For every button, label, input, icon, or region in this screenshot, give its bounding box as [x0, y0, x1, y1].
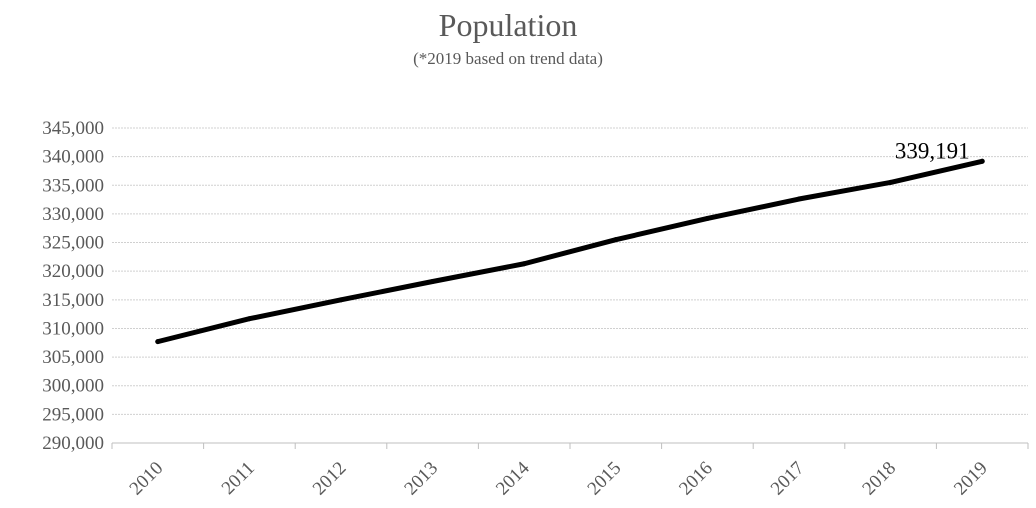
x-tick-label: 2016 — [675, 458, 717, 500]
data-point — [704, 215, 710, 221]
data-point — [888, 179, 894, 185]
data-point — [155, 339, 161, 345]
data-point — [979, 158, 985, 164]
series-layer — [155, 158, 985, 345]
data-point — [521, 261, 527, 267]
x-tick-label: 2015 — [584, 458, 626, 500]
series-line — [155, 158, 985, 345]
x-tick-label: 2011 — [218, 458, 259, 499]
x-tick-label: 2013 — [400, 458, 442, 500]
y-tick-label: 295,000 — [42, 404, 104, 425]
y-tick-label: 305,000 — [42, 347, 104, 368]
y-tick-label: 330,000 — [42, 204, 104, 225]
x-tick-label: 2010 — [126, 458, 168, 500]
data-point — [796, 196, 802, 202]
x-tick-label: 2014 — [492, 457, 534, 499]
gridlines — [112, 127, 1028, 415]
x-axis: 2010 2011 2012 2013 2014 2015 2016 2017 2018 2019 — [111, 442, 1029, 500]
chart-title: Population — [439, 7, 578, 43]
chart-subtitle: (*2019 based on trend data) — [413, 49, 603, 68]
y-tick-label: 320,000 — [42, 261, 104, 282]
x-tick-label: 2012 — [309, 458, 351, 500]
y-tick-label: 325,000 — [42, 233, 104, 254]
y-tick-label: 340,000 — [42, 147, 104, 168]
x-tick-label: 2018 — [858, 458, 900, 500]
data-label: 339,191 — [895, 138, 970, 163]
data-point — [338, 297, 344, 303]
y-tick-label: 300,000 — [42, 376, 104, 397]
x-tick-label: 2017 — [767, 458, 809, 500]
y-tick-label: 310,000 — [42, 318, 104, 339]
y-tick-label: 345,000 — [42, 118, 104, 139]
y-tick-label: 335,000 — [42, 175, 104, 196]
y-tick-label: 290,000 — [42, 433, 104, 454]
y-tick-label: 315,000 — [42, 290, 104, 311]
annotations: 339,191 — [895, 138, 970, 163]
data-point — [613, 237, 619, 243]
x-tick-label: 2019 — [950, 458, 992, 500]
y-axis: 290,000 295,000 300,000 305,000 310,000 315,0… — [42, 118, 104, 454]
data-point — [246, 316, 252, 322]
data-point — [430, 278, 436, 284]
